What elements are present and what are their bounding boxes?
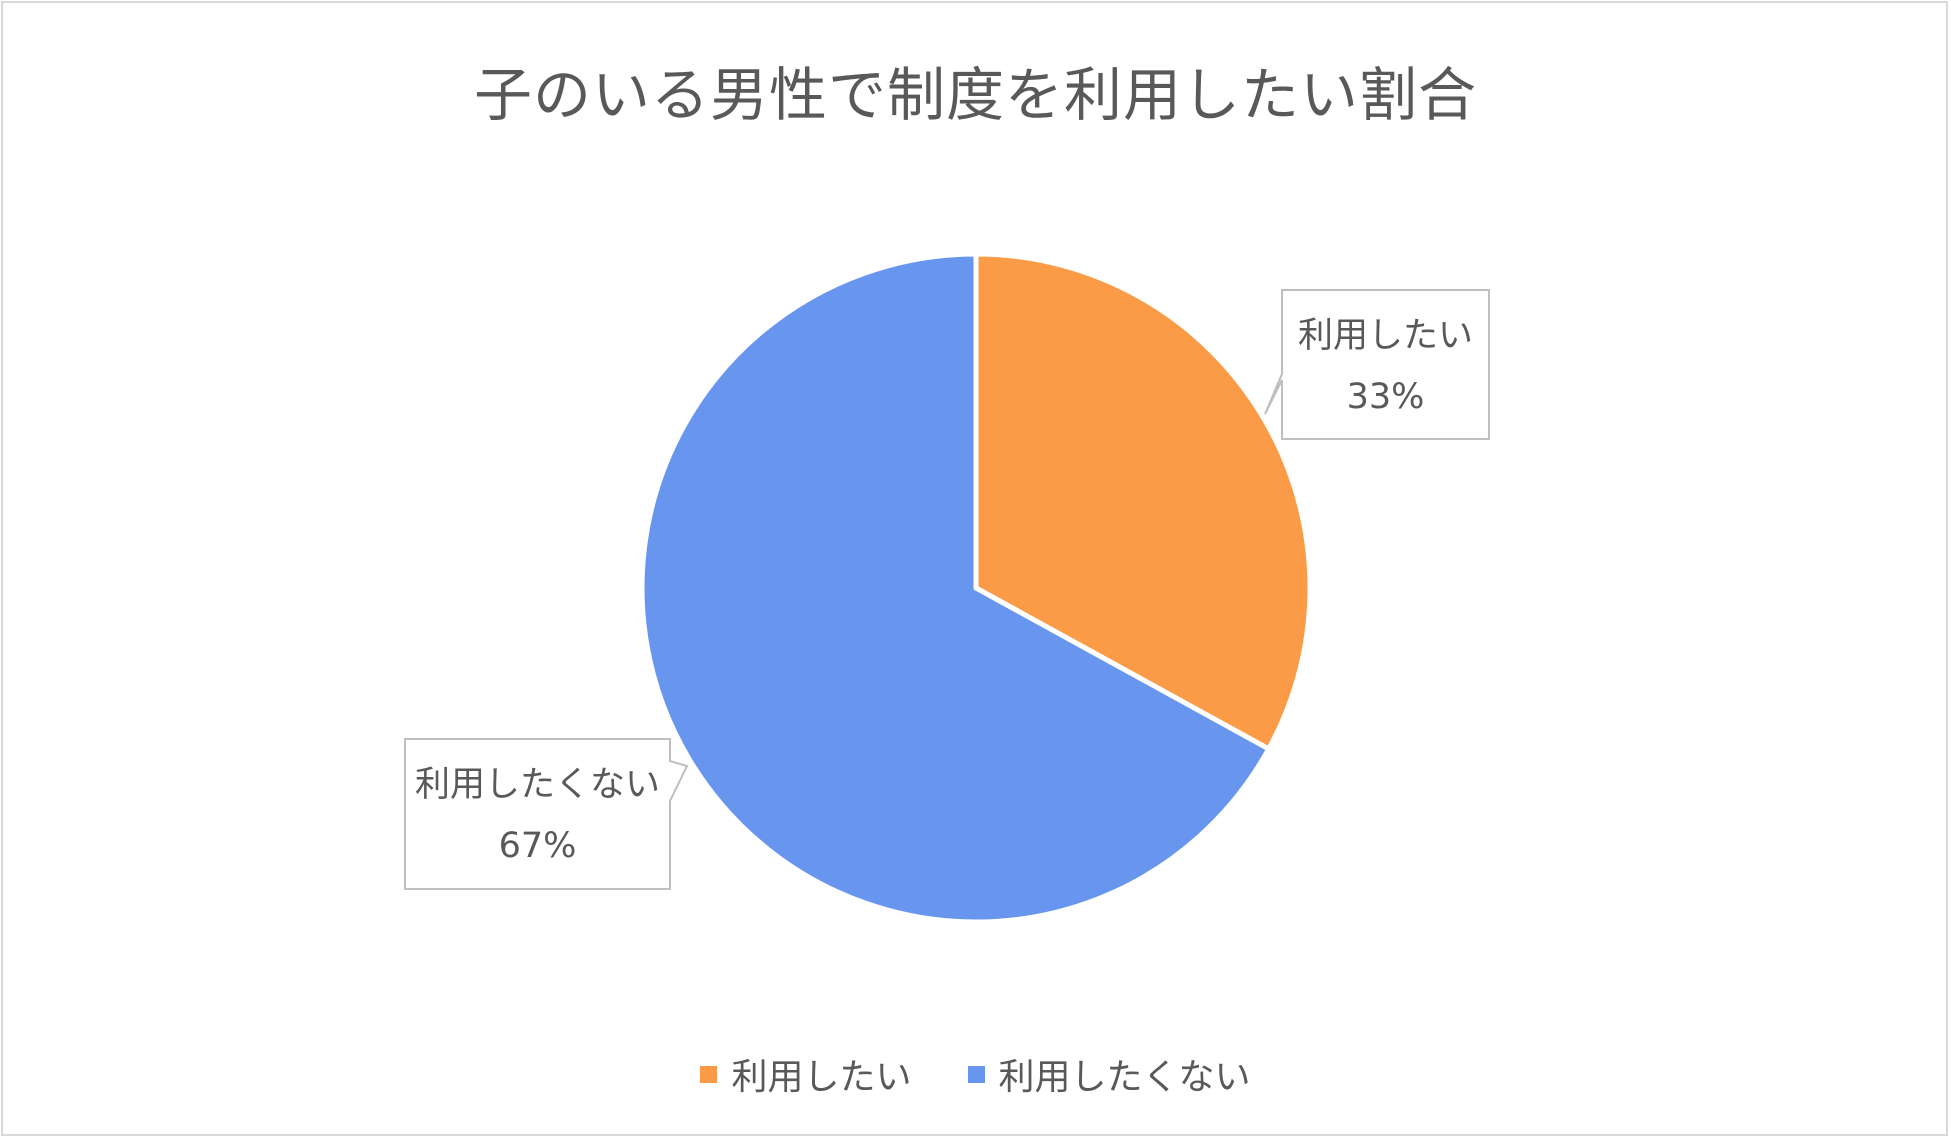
legend-item-not-want[interactable]: 利用したくない — [967, 1048, 1251, 1100]
callout-box-not-want — [404, 738, 689, 890]
legend-label-want: 利用したい — [731, 1057, 912, 1098]
legend-swatch-not-want — [967, 1065, 985, 1083]
data-label-value-want: 33% — [1347, 377, 1425, 417]
legend-label-not-want: 利用したくない — [998, 1057, 1251, 1098]
data-label-category-not-want: 利用したくない — [415, 765, 660, 805]
data-label-category-want: 利用したい — [1298, 316, 1473, 356]
legend-item-want[interactable]: 利用したい — [700, 1048, 912, 1100]
pie-slice-not-want[interactable] — [639, 251, 1272, 925]
callout-box-want — [1264, 289, 1490, 440]
pie-slice-want[interactable] — [973, 251, 1313, 752]
chart-title: 子のいる男性で制度を利用したい割合 — [473, 61, 1477, 129]
chart-legend: 利用したい 利用したくない — [0, 1048, 1951, 1100]
legend-swatch-want — [700, 1065, 718, 1083]
data-label-value-not-want: 67% — [499, 826, 577, 866]
